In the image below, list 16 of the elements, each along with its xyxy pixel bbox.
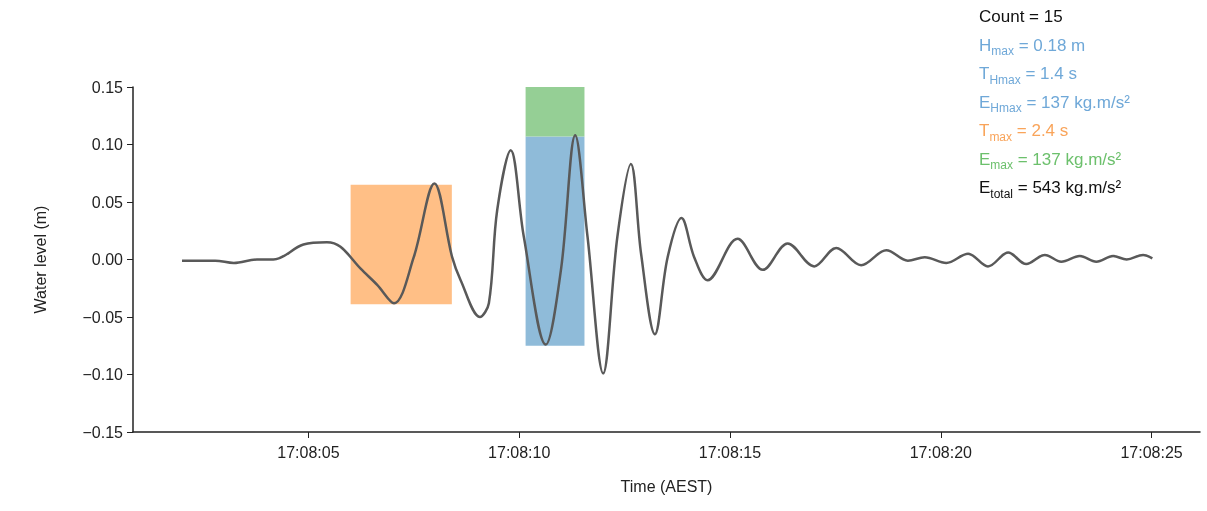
x-tick-label: 17:08:15 bbox=[698, 443, 762, 461]
y-tick-label: 0.00 bbox=[91, 251, 124, 268]
y-tick-label: −0.15 bbox=[82, 423, 124, 441]
y-tick-label: 0.10 bbox=[91, 136, 124, 153]
y-axis-title: Water level (m) bbox=[31, 205, 49, 314]
y-tick-label: 0.15 bbox=[91, 78, 124, 96]
x-tick-label: 17:08:05 bbox=[277, 443, 340, 461]
x-tick-label: 17:08:25 bbox=[1120, 443, 1183, 461]
x-tick-label: 17:08:20 bbox=[909, 443, 973, 461]
text: Count = 15 bbox=[979, 7, 1063, 26]
y-tick-label: −0.05 bbox=[82, 308, 124, 326]
y-tick-label: −0.10 bbox=[82, 366, 124, 383]
line-series bbox=[180, 134, 1154, 375]
x-axis-title: Time (AEST) bbox=[620, 477, 713, 495]
x-tick-label: 17:08:10 bbox=[488, 443, 551, 461]
y-tick-label: 0.05 bbox=[91, 193, 124, 211]
